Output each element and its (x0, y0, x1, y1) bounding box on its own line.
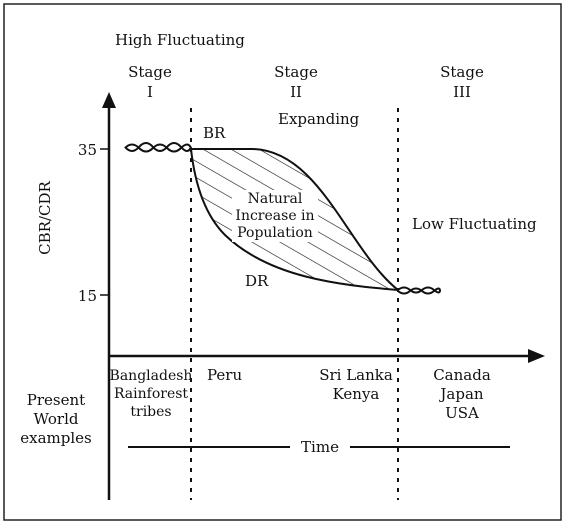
stage-3-example-line-3: USA (445, 404, 479, 422)
shaded-label-line-2: Increase in (235, 208, 314, 224)
frame-border (3, 3, 562, 521)
birth-rate-curve (191, 148, 399, 291)
death-rate-curve (190, 148, 399, 291)
stage-1-dr-wave (124, 142, 192, 152)
stage-1-example-line-3: tribes (130, 404, 171, 420)
stage-2-example-left: Peru (207, 366, 242, 384)
stage-3-numeral: III (453, 83, 471, 101)
stage-1-example-line-1: Bangladesh (110, 368, 193, 384)
shaded-label-backing (232, 190, 318, 242)
stage-1-example-line-2: Rainforest (114, 386, 188, 402)
br-label: BR (203, 124, 226, 142)
shaded-label-line-3: Population (237, 225, 313, 241)
examples-heading-line-2: World (34, 410, 79, 428)
x-axis-arrow (528, 349, 545, 363)
stage-1-word: Stage (128, 63, 172, 81)
time-label: Time (301, 438, 339, 456)
stage-3-dr-wave (397, 287, 441, 295)
low-fluctuating-label: Low Fluctuating (412, 215, 537, 233)
stage-3-word: Stage (440, 63, 484, 81)
dr-label: DR (245, 272, 269, 290)
expanding-label: Expanding (278, 110, 360, 128)
stage-3-example-line-1: Canada (433, 366, 491, 384)
stage-1-numeral: I (147, 83, 153, 101)
examples-heading-line-1: Present (27, 391, 85, 409)
tick-15-label: 15 (78, 287, 97, 305)
header-label: High Fluctuating (115, 31, 245, 49)
stage-3-example-line-2: Japan (438, 385, 484, 403)
y-axis-arrow (102, 92, 116, 108)
tick-35-label: 35 (78, 141, 97, 159)
y-axis-label: CBR/CDR (36, 180, 54, 254)
stage-2-numeral: II (290, 83, 302, 101)
examples-heading-line-3: examples (20, 429, 91, 447)
stage-2-example-right-line-1: Sri Lanka (319, 366, 393, 384)
stage-2-word: Stage (274, 63, 318, 81)
shaded-label-line-1: Natural (248, 191, 303, 207)
stage-2-example-right-line-2: Kenya (333, 385, 380, 403)
